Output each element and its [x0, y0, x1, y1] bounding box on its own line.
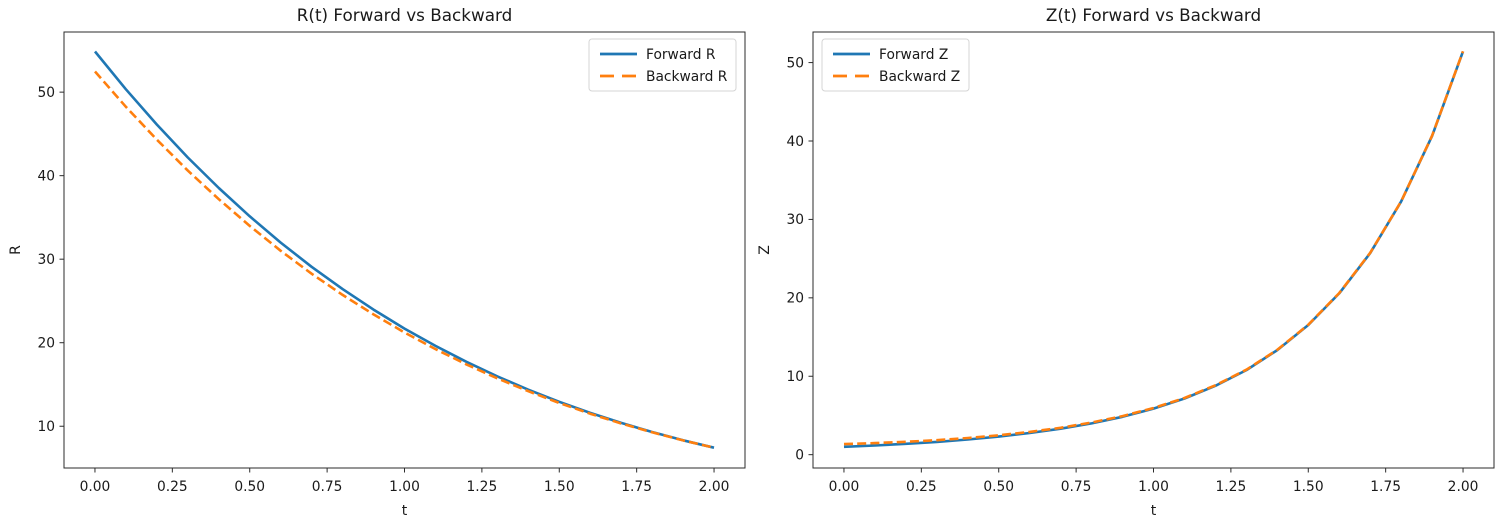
x-tick-label: 1.50 [544, 479, 575, 495]
chart-z-panel: 0.00 0.25 0.50 0.75 1.00 1.25 1.50 1.75 2.00 0 10 2… [757, 5, 1495, 519]
x-tick-label: 0.00 [80, 479, 111, 495]
y-tick-label: 0 [795, 447, 804, 463]
x-tick-label: 0.00 [829, 479, 860, 495]
x-tick-label: 0.50 [983, 479, 1014, 495]
x-tick-label: 2.00 [1448, 479, 1479, 495]
axes-frame [812, 31, 1495, 469]
x-tick-label: 0.25 [157, 479, 188, 495]
axes-frame [63, 31, 746, 469]
x-tick-label: 1.25 [1216, 479, 1247, 495]
y-axis-label: Z [757, 245, 773, 255]
y-tick-label: 50 [786, 55, 804, 71]
y-tick-label: 10 [786, 369, 804, 385]
x-tick-label: 1.00 [389, 479, 420, 495]
y-tick-label: 30 [786, 212, 804, 228]
backward-r-line [94, 70, 715, 449]
x-tick-label: 0.50 [234, 479, 265, 495]
y-tick-label: 10 [37, 419, 55, 435]
y-tick-label: 20 [37, 336, 55, 352]
y-tick-label: 20 [786, 291, 804, 307]
x-axis-label: t [402, 503, 408, 519]
x-tick-label: 0.75 [1061, 479, 1092, 495]
x-tick-label: 1.75 [621, 479, 652, 495]
legend-label: Backward R [646, 69, 728, 85]
x-tick-label: 1.00 [1138, 479, 1169, 495]
x-tick-label: 2.00 [699, 479, 730, 495]
chart-r-panel: 0.00 0.25 0.50 0.75 1.00 1.25 1.50 1.75 2.00 10 20… [8, 5, 746, 519]
x-tick-label: 1.75 [1370, 479, 1401, 495]
legend-label: Backward Z [879, 69, 960, 85]
x-tick-label: 0.75 [312, 479, 343, 495]
legend-label: Forward R [646, 47, 716, 63]
legend-box [821, 38, 970, 92]
chart-title: Z(t) Forward vs Backward [1046, 5, 1261, 25]
forward-r-line [93, 50, 715, 449]
legend: Forward Z Backward Z [821, 38, 970, 92]
y-tick-label: 40 [786, 134, 804, 150]
legend-label: Forward Z [879, 47, 948, 63]
y-tick-label: 40 [37, 168, 55, 184]
x-tick-label: 1.25 [467, 479, 498, 495]
y-axis-label: R [8, 245, 24, 255]
y-tick-label: 50 [37, 85, 55, 101]
x-tick-label: 1.50 [1293, 479, 1324, 495]
y-tick-label: 30 [37, 252, 55, 268]
x-tick-label: 0.25 [906, 479, 937, 495]
legend: Forward R Backward R [588, 38, 737, 92]
legend-box [588, 38, 737, 92]
chart-title: R(t) Forward vs Backward [297, 5, 513, 25]
backward-z-line [843, 50, 1465, 446]
x-axis-label: t [1151, 503, 1157, 519]
